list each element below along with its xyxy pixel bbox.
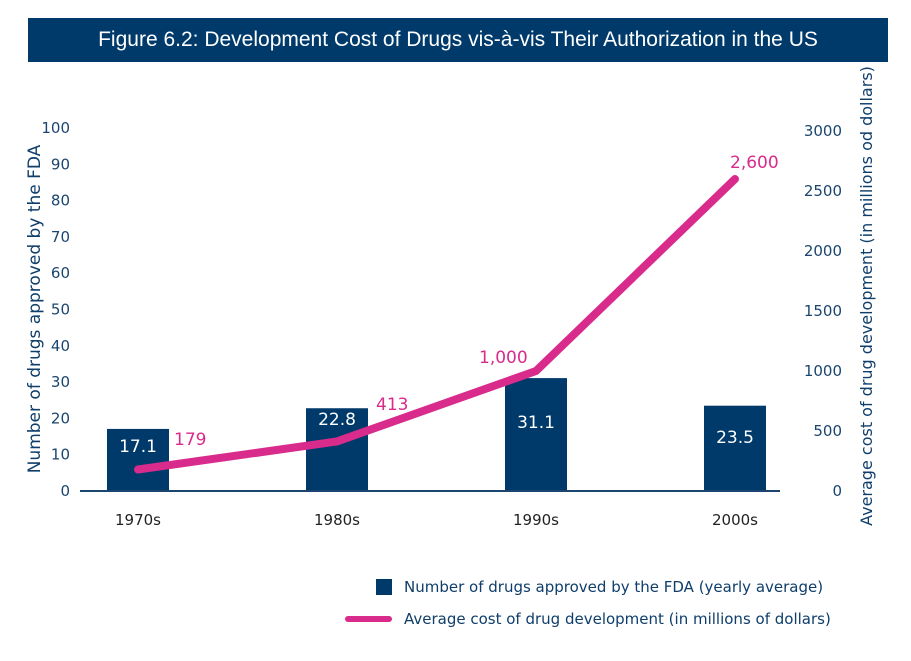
right-axis-ticks: 0 500 1000 1500 2000 2500 3000	[804, 122, 842, 500]
category-label: 1990s	[513, 511, 559, 529]
left-tick-label: 20	[51, 409, 70, 427]
left-tick-label: 30	[51, 373, 70, 391]
bar-value-label: 17.1	[119, 437, 157, 457]
legend-line-label: Average cost of drug development (in mil…	[404, 610, 831, 628]
left-tick-label: 100	[41, 119, 70, 137]
line-value-label: 1,000	[479, 348, 528, 368]
bar-series	[107, 378, 766, 491]
bar	[306, 408, 368, 491]
bar	[107, 428, 169, 491]
cost-line	[134, 175, 739, 474]
right-tick-label: 500	[813, 422, 842, 440]
bar-value-label: 23.5	[716, 428, 754, 448]
left-tick-label: 60	[51, 264, 70, 282]
left-axis-title: Number of drugs approved by the FDA	[25, 144, 45, 473]
legend-bar-swatch	[376, 579, 392, 595]
chart-title: Figure 6.2: Development Cost of Drugs vi…	[28, 18, 888, 62]
right-tick-label: 0	[832, 482, 842, 500]
left-axis-ticks: 0 10 20 30 40 50 60 70 80 90 100	[41, 119, 70, 500]
line-series: 17.1 22.8 31.1 23.5 179 413 1,000 2,600	[119, 153, 779, 474]
left-tick-label: 80	[51, 192, 70, 210]
line-value-label: 413	[376, 395, 408, 415]
category-label: 1970s	[115, 511, 161, 529]
left-tick-label: 90	[51, 155, 70, 173]
line-value-label: 179	[174, 430, 206, 450]
left-tick-label: 10	[51, 446, 70, 464]
category-labels: 1970s 1980s 1990s 2000s	[115, 511, 758, 529]
right-tick-label: 1000	[804, 362, 842, 380]
bar	[505, 378, 567, 491]
category-label: 1980s	[314, 511, 360, 529]
legend: Number of drugs approved by the FDA (yea…	[345, 578, 831, 628]
left-tick-label: 40	[51, 337, 70, 355]
right-tick-label: 2500	[804, 182, 842, 200]
right-axis-title: Average cost of drug development (in mil…	[857, 66, 876, 526]
left-tick-label: 0	[60, 482, 70, 500]
category-label: 2000s	[712, 511, 758, 529]
line-value-label: 2,600	[730, 153, 779, 173]
legend-bar-label: Number of drugs approved by the FDA (yea…	[404, 578, 823, 596]
bar-value-label: 22.8	[318, 410, 356, 430]
right-tick-label: 2000	[804, 242, 842, 260]
right-tick-label: 3000	[804, 122, 842, 140]
left-tick-label: 70	[51, 228, 70, 246]
right-tick-label: 1500	[804, 302, 842, 320]
bar-value-label: 31.1	[517, 413, 555, 433]
bar	[704, 405, 766, 491]
left-tick-label: 50	[51, 301, 70, 319]
